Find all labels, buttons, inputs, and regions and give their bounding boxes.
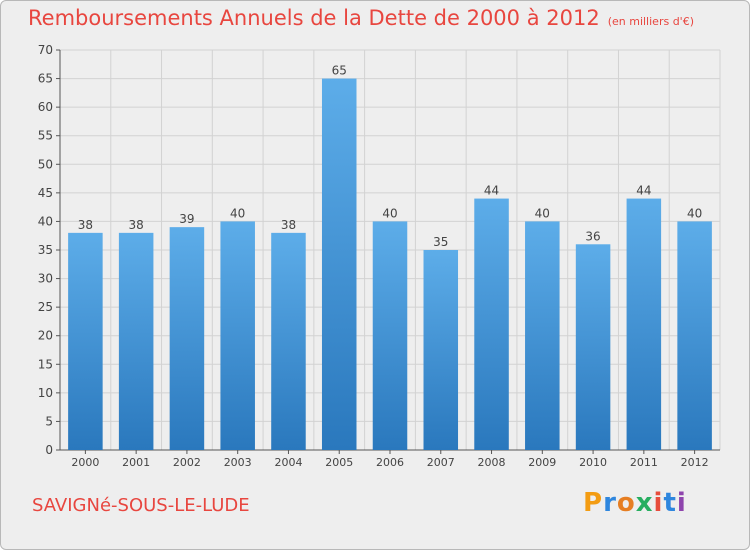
- ytick-label-30: 30: [38, 272, 53, 286]
- value-label-2011: 44: [636, 184, 651, 198]
- ytick-label-40: 40: [38, 214, 53, 228]
- bar-2000: [68, 232, 103, 450]
- value-label-2009: 40: [535, 206, 550, 220]
- category-label-2005: 2005: [325, 456, 353, 469]
- bar-2001: [118, 232, 154, 450]
- value-label-2012: 40: [687, 206, 702, 220]
- bar-2012: [677, 221, 712, 450]
- ytick-label-25: 25: [38, 300, 53, 314]
- value-label-2007: 35: [433, 235, 448, 249]
- category-label-2002: 2002: [173, 456, 201, 469]
- bars: [68, 78, 712, 451]
- ytick-label-5: 5: [45, 414, 53, 428]
- bar-2003: [220, 221, 255, 450]
- category-label-2004: 2004: [274, 456, 302, 469]
- value-label-2004: 38: [281, 218, 296, 232]
- bar-2005: [321, 78, 357, 451]
- commune-name: SAVIGNé-SOUS-LE-LUDE: [32, 495, 250, 516]
- category-label-2003: 2003: [224, 456, 252, 469]
- value-label-2003: 40: [230, 206, 245, 220]
- logo-letter: i: [676, 488, 687, 518]
- value-label-2001: 38: [129, 218, 144, 232]
- category-label-2009: 2009: [528, 456, 556, 469]
- ytick-label-20: 20: [38, 329, 53, 343]
- ytick-label-45: 45: [38, 186, 53, 200]
- chart-title: Remboursements Annuels de la Dette de 20…: [28, 6, 694, 30]
- labels: 38 2000 38 2001 39 2002 40 2003 38 2004 65 2005 40 20…: [71, 64, 708, 469]
- proxiti-logo: Proxiti: [583, 488, 687, 518]
- value-label-2008: 44: [484, 184, 499, 198]
- ytick-label-0: 0: [45, 443, 53, 457]
- bar-2011: [626, 198, 662, 450]
- ytick-label-55: 55: [38, 129, 53, 143]
- bar-2004: [271, 232, 306, 450]
- logo-letter: x: [635, 488, 654, 518]
- ytick-label-60: 60: [38, 100, 53, 114]
- ytick-label-65: 65: [38, 72, 53, 86]
- category-label-2001: 2001: [122, 456, 150, 469]
- category-label-2011: 2011: [630, 456, 658, 469]
- category-label-2000: 2000: [71, 456, 99, 469]
- logo-letter: P: [583, 488, 604, 518]
- value-label-2002: 39: [179, 212, 194, 226]
- category-label-2012: 2012: [681, 456, 709, 469]
- value-label-2000: 38: [78, 218, 93, 232]
- ytick-label-15: 15: [38, 357, 53, 371]
- bar-2007: [423, 250, 459, 450]
- chart-subtitle: (en milliers d'€): [607, 15, 694, 28]
- category-label-2007: 2007: [427, 456, 455, 469]
- bar-2006: [372, 221, 408, 450]
- bar-2009: [525, 221, 560, 450]
- category-label-2010: 2010: [579, 456, 607, 469]
- logo-letter: t: [663, 488, 677, 518]
- bar-2008: [474, 198, 509, 450]
- ytick-label-50: 50: [38, 157, 53, 171]
- value-label-2010: 36: [585, 229, 600, 243]
- logo-letter: i: [653, 488, 664, 518]
- category-label-2008: 2008: [478, 456, 506, 469]
- value-label-2005: 65: [332, 64, 347, 78]
- logo-letter: r: [603, 488, 617, 518]
- ytick-label-10: 10: [38, 386, 53, 400]
- logo-letter: o: [616, 488, 636, 518]
- ytick-label-35: 35: [38, 243, 53, 257]
- category-label-2006: 2006: [376, 456, 404, 469]
- value-label-2006: 40: [382, 206, 397, 220]
- bar-2002: [169, 227, 205, 450]
- ytick-label-70: 70: [38, 43, 53, 57]
- title-text: Remboursements Annuels de la Dette de 20…: [28, 6, 600, 30]
- bar-2010: [575, 244, 611, 450]
